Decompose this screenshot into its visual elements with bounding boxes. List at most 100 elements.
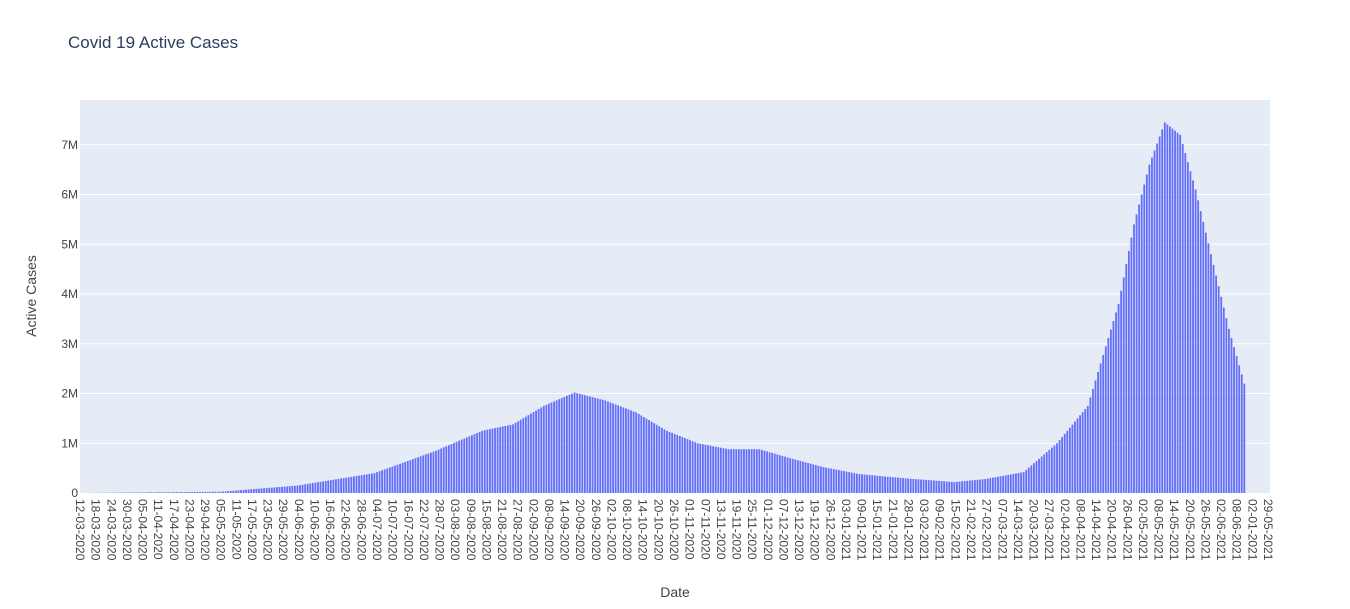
- bar: [432, 451, 435, 493]
- bar: [409, 460, 412, 493]
- bar: [1166, 124, 1169, 494]
- bar: [830, 468, 833, 493]
- x-tick-label: 28-07-2020: [433, 499, 447, 561]
- bar: [868, 475, 871, 493]
- bar: [306, 483, 309, 493]
- bar: [555, 400, 558, 493]
- x-tick-label: 17-04-2020: [167, 499, 181, 561]
- bar: [219, 491, 222, 493]
- bar: [417, 457, 419, 493]
- x-tick-label: 26-09-2020: [589, 499, 603, 561]
- x-tick-label: 16-07-2020: [401, 499, 415, 561]
- bar: [855, 473, 858, 493]
- bar: [304, 484, 307, 493]
- bar: [607, 401, 609, 493]
- bar: [632, 411, 635, 493]
- x-tick-label: 20-09-2020: [573, 499, 587, 561]
- bar: [296, 485, 299, 493]
- bar: [301, 484, 304, 493]
- y-tick-label: 3M: [61, 337, 78, 351]
- bar: [963, 481, 966, 493]
- x-tick-label: 14-05-2021: [1167, 499, 1181, 561]
- bar: [1143, 184, 1146, 493]
- bar: [599, 399, 602, 493]
- bar: [406, 460, 409, 493]
- bar: [1097, 371, 1099, 493]
- bar: [458, 440, 461, 493]
- bar: [935, 480, 938, 493]
- bar: [206, 491, 209, 493]
- bar: [450, 444, 453, 493]
- bar: [650, 421, 653, 493]
- bar: [617, 405, 620, 493]
- bar: [522, 418, 525, 493]
- x-tick-label: 24-03-2020: [104, 499, 118, 561]
- bar: [796, 460, 799, 493]
- bar: [1104, 346, 1107, 493]
- bar: [660, 427, 663, 493]
- bar: [861, 474, 863, 493]
- bar: [250, 489, 253, 493]
- bar: [899, 477, 902, 493]
- bar: [245, 489, 248, 493]
- bar: [807, 463, 809, 493]
- bar: [791, 458, 794, 493]
- bar: [822, 467, 825, 493]
- bar: [707, 445, 709, 493]
- x-tick-label: 13-11-2020: [714, 499, 728, 560]
- x-tick-label: 22-07-2020: [417, 499, 431, 561]
- bar: [276, 487, 278, 493]
- x-tick-label: 27-08-2020: [511, 499, 525, 561]
- bar: [560, 398, 563, 493]
- x-tick-label: 08-04-2021: [1073, 499, 1087, 561]
- x-tick-label: 05-05-2020: [214, 499, 228, 561]
- bar: [553, 401, 555, 493]
- y-tick-labels: 0 1M 2M 3M 4M 5M 6M 7M: [61, 138, 78, 500]
- bar: [1030, 465, 1033, 493]
- bar: [478, 431, 481, 493]
- x-tick-label: 07-12-2020: [776, 499, 790, 561]
- bar: [1061, 437, 1064, 493]
- bar: [137, 492, 140, 493]
- bar: [586, 395, 589, 493]
- chart-title: Covid 19 Active Cases: [68, 33, 239, 52]
- bar: [719, 447, 722, 493]
- bar: [263, 488, 265, 493]
- bar: [814, 465, 817, 493]
- bar: [1112, 320, 1115, 493]
- bar: [299, 485, 301, 493]
- bar: [258, 488, 260, 493]
- bar: [173, 492, 176, 493]
- bar: [573, 392, 576, 493]
- bar: [668, 431, 671, 493]
- bar: [335, 479, 337, 493]
- bar: [273, 487, 276, 493]
- bar: [229, 490, 232, 493]
- bar: [1117, 303, 1120, 493]
- x-tick-label: 07-03-2021: [995, 499, 1009, 561]
- bar: [1012, 473, 1015, 493]
- bar: [494, 428, 496, 493]
- bar: [684, 438, 686, 493]
- bar: [1115, 312, 1117, 493]
- bar: [974, 480, 976, 493]
- bar: [512, 424, 514, 493]
- bar: [989, 478, 992, 493]
- bar: [981, 479, 984, 493]
- bar: [950, 481, 953, 493]
- bar: [1240, 374, 1243, 493]
- bar: [699, 443, 702, 493]
- bar: [809, 463, 812, 493]
- x-tick-label: 17-05-2020: [245, 499, 259, 561]
- bar: [1194, 189, 1197, 494]
- bar: [745, 449, 748, 493]
- bar: [217, 491, 219, 493]
- bar: [938, 480, 940, 493]
- bar: [419, 456, 422, 493]
- bar: [578, 393, 581, 493]
- bar: [353, 476, 355, 493]
- bar: [763, 450, 766, 493]
- bar: [799, 460, 802, 493]
- x-tick-label: 08-05-2021: [1152, 499, 1166, 561]
- bar: [583, 395, 586, 493]
